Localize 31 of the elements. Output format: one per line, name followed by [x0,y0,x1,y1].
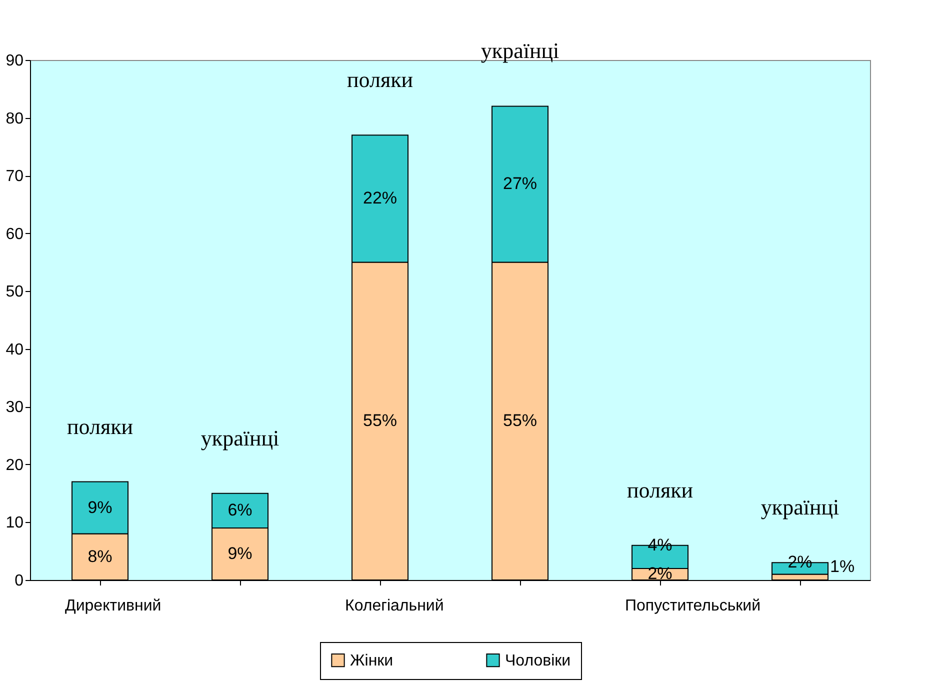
y-tick-label: 20 [6,456,24,474]
annotation: поляки [66,414,134,439]
annotation: поляки [346,67,414,92]
legend-label: Чоловіки [505,652,571,670]
data-label: 8% [88,546,112,566]
data-label: 27% [502,174,538,194]
data-label: 1% [830,557,855,576]
annotation: українці [480,38,560,64]
data-label: 55% [502,411,538,430]
legend-label: Жінки [350,652,394,670]
y-tick-label: 40 [6,341,24,358]
y-tick-label: 0 [14,572,24,590]
x-tick-label: Колегіальний [345,598,444,614]
y-tick-label: 90 [6,52,24,70]
x-tick-label: Директивний [65,598,162,614]
data-label: 6% [228,500,252,520]
data-label: 9% [88,498,112,517]
x-tick-label: Попустительський [625,598,761,614]
data-label: 9% [228,544,252,563]
data-label: 22% [362,188,398,208]
y-tick-label: 70 [6,168,24,186]
annotation: українці [760,494,840,520]
y-tick-label: 30 [6,399,24,416]
annotation: поляки [626,477,694,502]
y-tick-label: 60 [6,226,24,243]
y-tick-label: 50 [6,284,24,301]
y-tick-label: 80 [6,110,24,128]
annotation: українці [200,425,280,450]
data-label: 2% [788,552,812,572]
data-label: 55% [362,411,398,430]
y-tick-label: 10 [6,514,24,532]
